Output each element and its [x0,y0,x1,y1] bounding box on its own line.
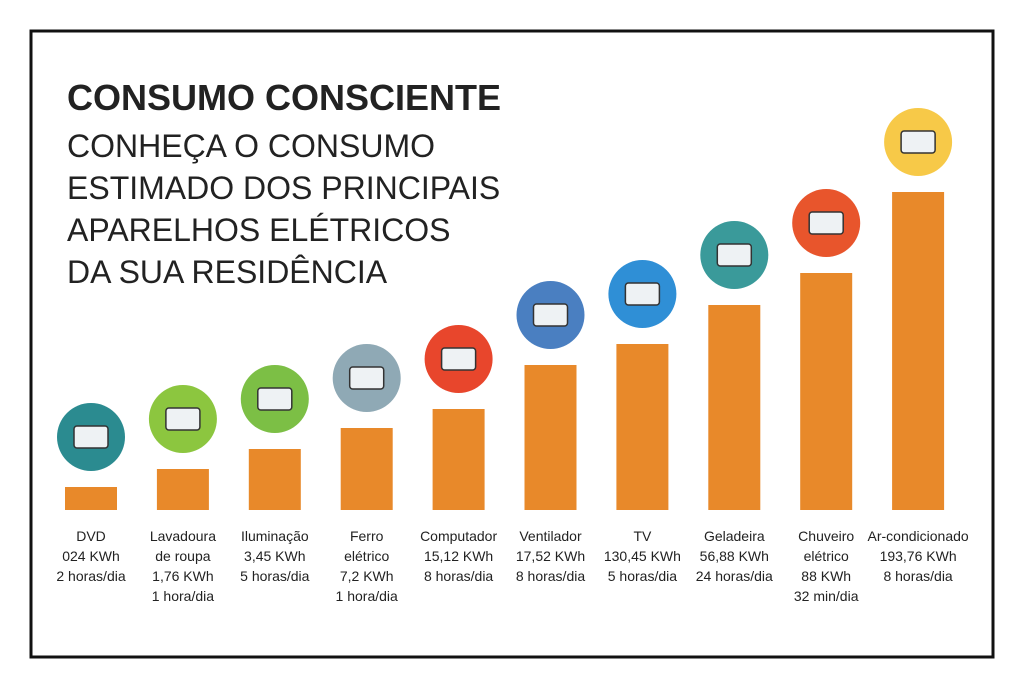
icon [532,303,569,327]
bar [156,469,209,510]
subtitle-line: DA SUA RESIDÊNCIA [67,254,388,290]
icon [716,243,753,267]
item-label: 5 horas/dia [608,568,677,584]
icon [348,366,385,390]
icon [900,130,936,154]
item-label: DVD [76,528,106,544]
item-label: Ventilador [519,528,582,544]
bar [800,273,853,510]
item-label: de roupa [155,548,210,564]
icon [165,407,201,431]
item-label: 130,45 KWh [604,548,681,564]
subtitle-line: APARELHOS ELÉTRICOS [67,212,451,248]
item-label: 024 KWh [62,548,120,564]
item-label: Computador [420,528,497,544]
bar [65,487,117,510]
item-label: Iluminação [241,528,309,544]
item-label: 1 hora/dia [152,588,214,604]
title: CONSUMO CONSCIENTE [67,77,501,118]
bar [432,409,485,510]
item-label: elétrico [344,548,389,564]
icon [257,387,293,411]
item-label: 32 min/dia [794,588,859,604]
item-label: Ferro [350,528,384,544]
item-label: 17,52 KWh [516,548,585,564]
bar [708,305,761,510]
item-label: 8 horas/dia [424,568,493,584]
item-label: Chuveiro [798,528,854,544]
item-label: Lavadoura [150,528,216,544]
icon [73,425,109,449]
item-label: 24 horas/dia [696,568,773,584]
bar [524,365,577,510]
item-label: 15,12 KWh [424,548,493,564]
item-label: 1,76 KWh [152,568,213,584]
item-label: 1 hora/dia [336,588,398,604]
icon [624,282,661,306]
item-label: 56,88 KWh [700,548,769,564]
item-label: 3,45 KWh [244,548,305,564]
item-label: 88 KWh [801,568,851,584]
item-label: 8 horas/dia [516,568,585,584]
item-label: 8 horas/dia [883,568,952,584]
item-label: Geladeira [704,528,765,544]
item-label: TV [633,528,652,544]
bar [248,449,301,510]
item-label: Ar-condicionado [868,528,969,544]
icon [440,347,477,371]
icon [808,211,844,235]
item-label: 7,2 KWh [340,568,394,584]
item-label: 2 horas/dia [56,568,125,584]
subtitle-line: ESTIMADO DOS PRINCIPAIS [67,170,500,206]
bar [616,344,669,510]
item-label: elétrico [804,548,849,564]
bar [892,192,945,510]
subtitle-line: CONHEÇA O CONSUMO [67,128,435,164]
item-label: 193,76 KWh [880,548,957,564]
bar [340,428,393,510]
item-label: 5 horas/dia [240,568,309,584]
